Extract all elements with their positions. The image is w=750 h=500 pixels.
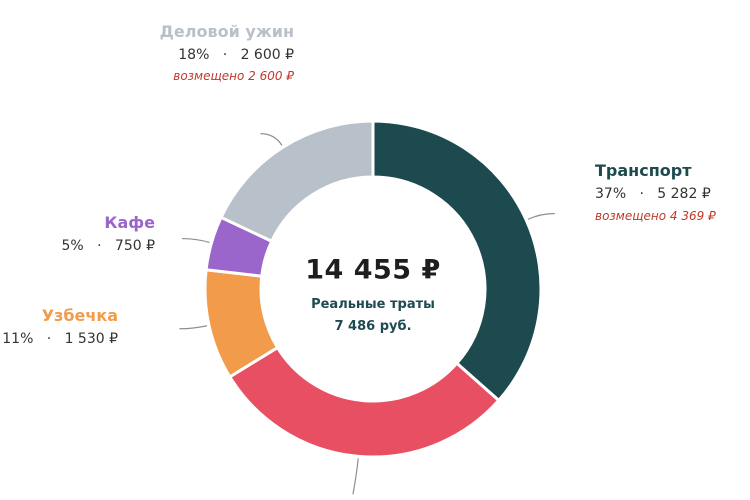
amount-cafe: 750 ₽ [114, 238, 155, 254]
leader-line-uzbek [179, 325, 208, 330]
percent-transport: 37% [595, 186, 627, 202]
total-amount: 14 455 ₽ [305, 254, 441, 286]
leader-line-other [352, 458, 359, 495]
leader-line-transport [527, 212, 555, 220]
leader-line-business-dinner [260, 133, 283, 146]
amount-business-dinner: 2 600 ₽ [240, 47, 294, 63]
category-label-cafe: Кафе [104, 213, 155, 232]
percent-uzbek: 11% [2, 331, 34, 347]
amount-label-business-dinner: 18% · 2 600 ₽ [178, 48, 294, 62]
amount-label-uzbek: 11% · 1 530 ₽ [2, 332, 118, 346]
amount-transport: 5 282 ₽ [657, 186, 711, 202]
real-spending-amount: 7 486 руб. [334, 319, 412, 334]
reimbursed-label-business-dinner: возмещено 2 600 ₽ [173, 69, 294, 83]
separator-dot: · [213, 47, 237, 63]
category-label-business-dinner: Деловой ужин [159, 22, 294, 41]
slices-group [203, 119, 543, 459]
percent-business-dinner: 18% [178, 47, 210, 63]
separator-dot: · [37, 331, 61, 347]
leader-lines-group [179, 133, 555, 495]
percent-cafe: 5% [61, 238, 84, 254]
amount-uzbek: 1 530 ₽ [64, 331, 118, 347]
category-label-uzbek: Узбечка [41, 306, 118, 325]
slice-business-dinner [219, 119, 375, 244]
leader-line-cafe [182, 237, 210, 243]
slice-transport [371, 119, 543, 403]
reimbursed-label-transport: возмещено 4 369 ₽ [595, 209, 716, 223]
separator-dot: · [88, 238, 111, 254]
separator-dot: · [630, 186, 653, 202]
amount-label-cafe: 5% · 750 ₽ [62, 239, 155, 253]
slice-other [227, 345, 501, 459]
category-label-transport: Транспорт [595, 161, 692, 180]
amount-label-transport: 37% · 5 282 ₽ [595, 187, 711, 201]
real-spending-label: Реальные траты [311, 297, 435, 312]
